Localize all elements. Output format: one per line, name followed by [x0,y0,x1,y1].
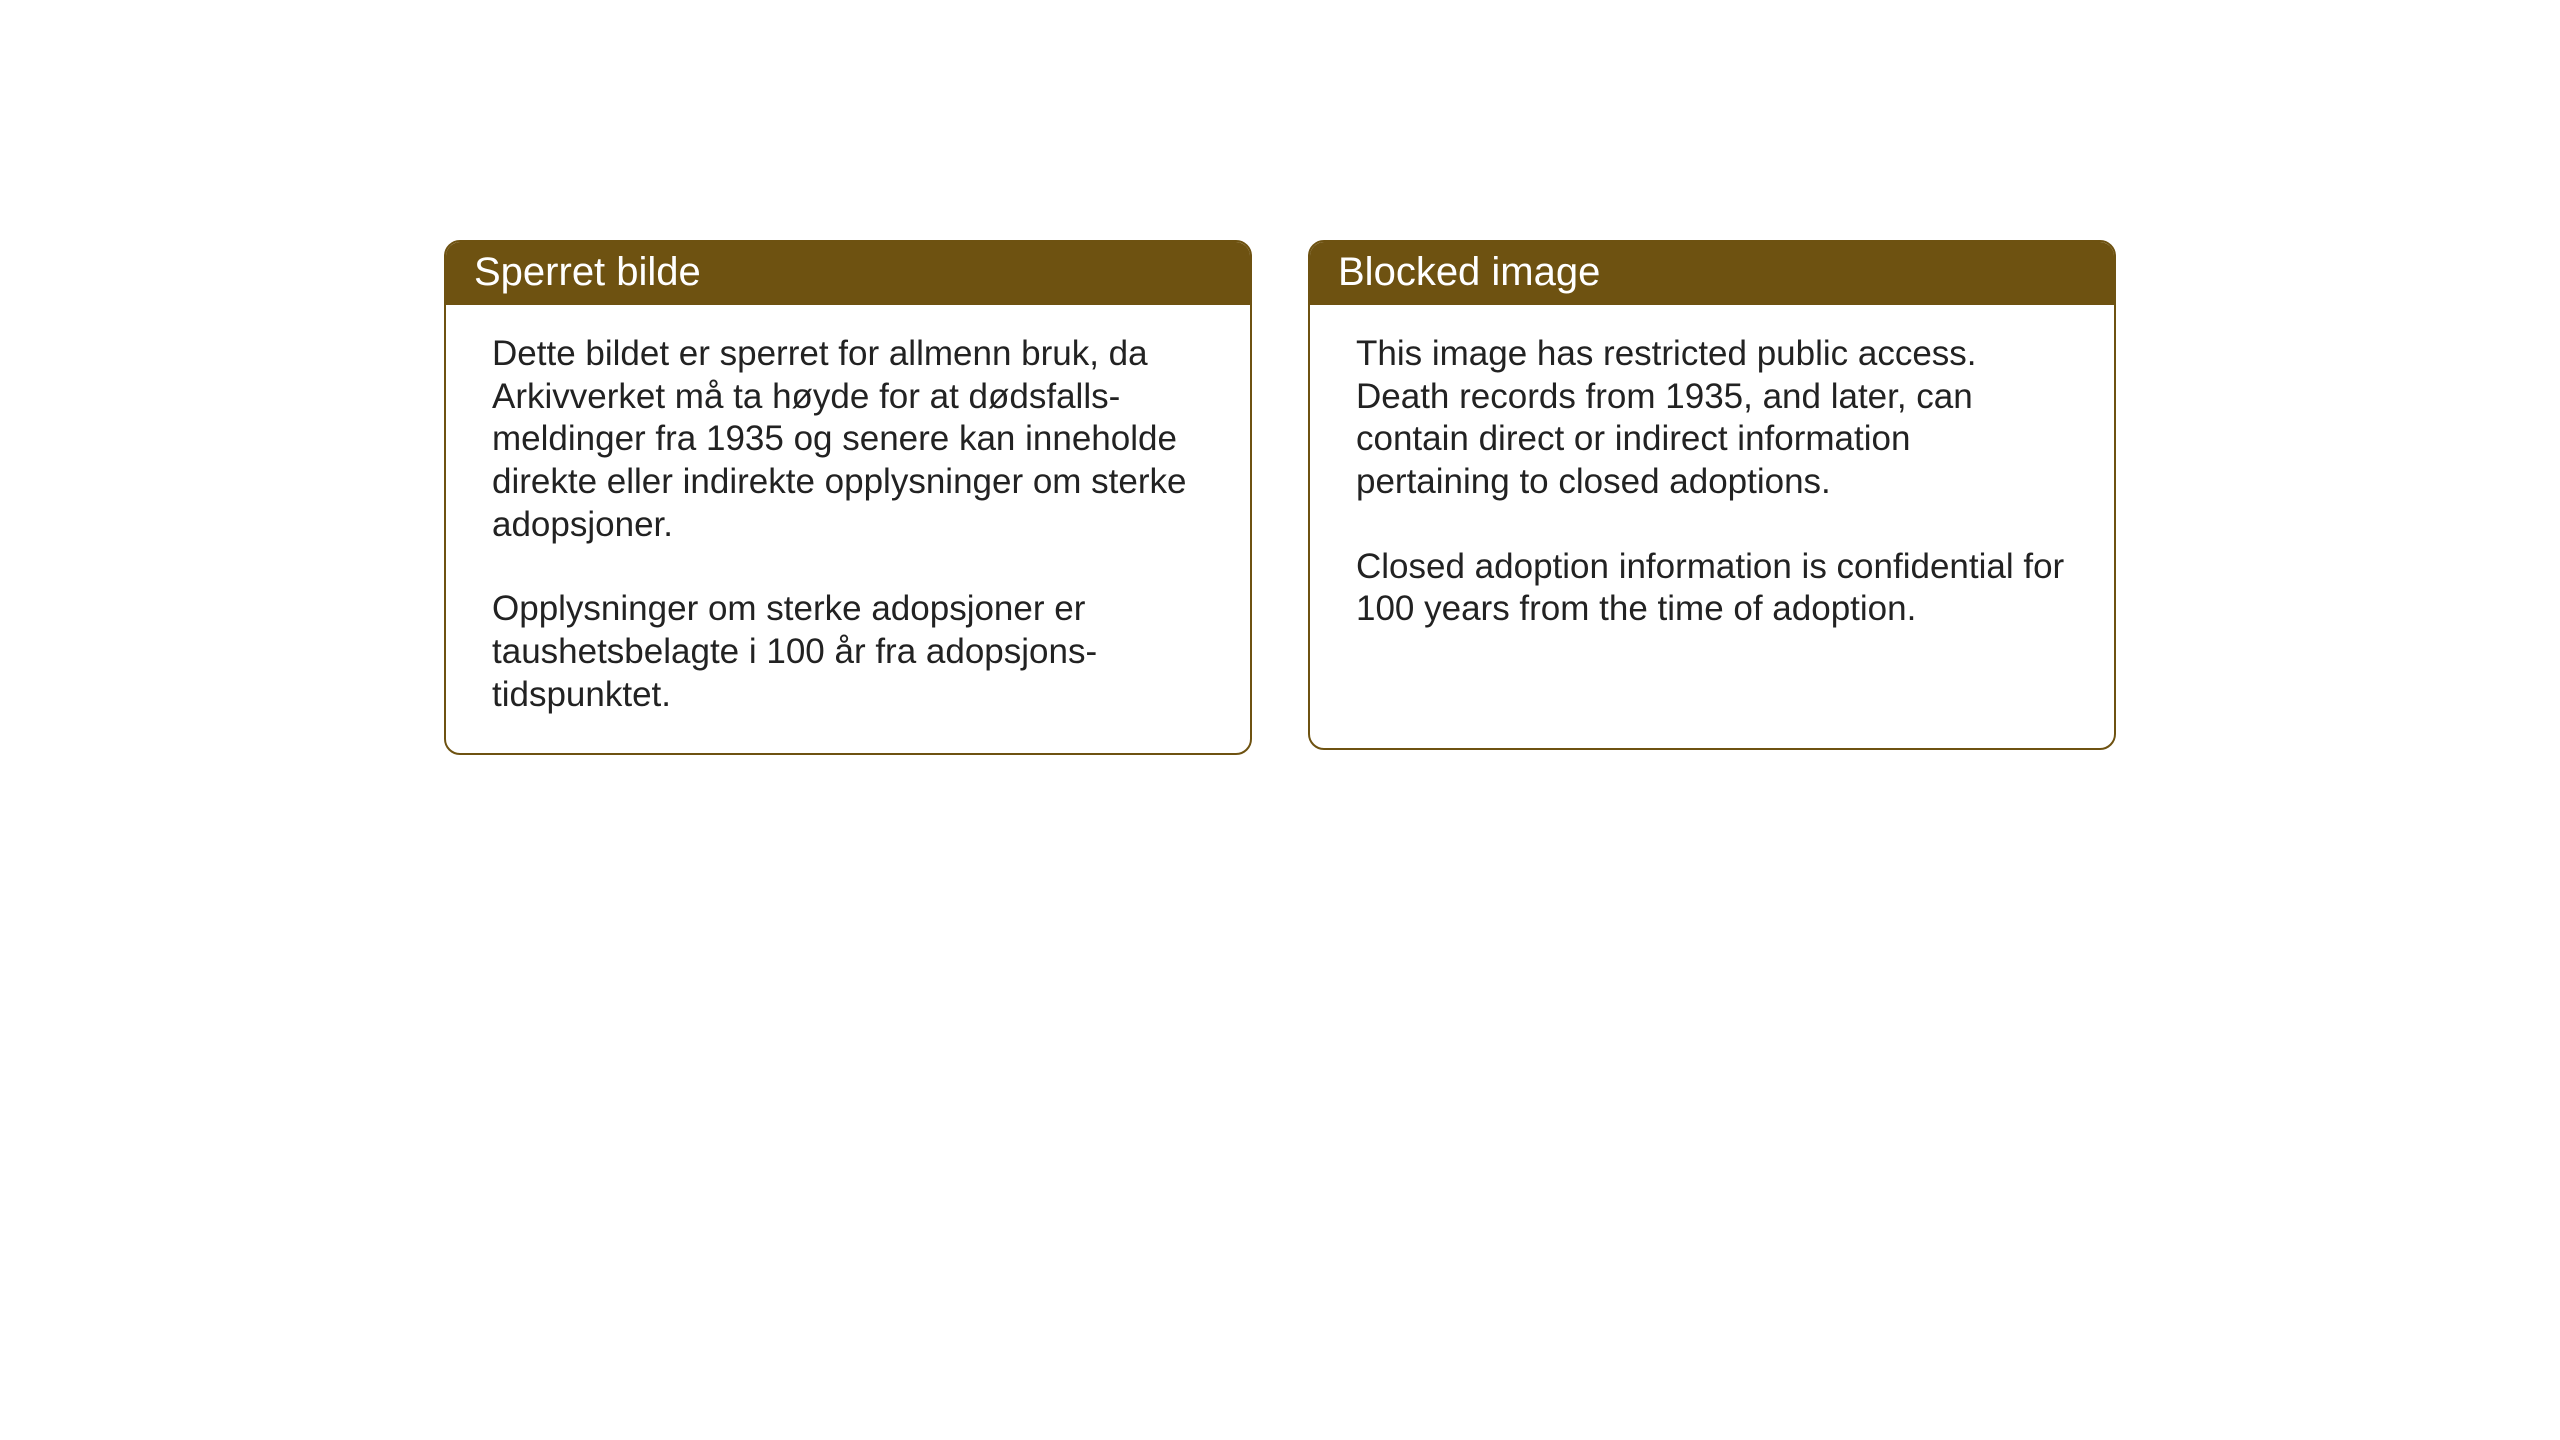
card-title-english: Blocked image [1338,250,1600,294]
cards-container: Sperret bilde Dette bildet er sperret fo… [444,240,2116,755]
card-body-english: This image has restricted public access.… [1310,305,2114,667]
card-paragraph-1-english: This image has restricted public access.… [1356,333,2068,504]
card-paragraph-1-norwegian: Dette bildet er sperret for allmenn bruk… [492,333,1204,546]
card-header-english: Blocked image [1310,242,2114,305]
card-title-norwegian: Sperret bilde [474,250,701,294]
card-body-norwegian: Dette bildet er sperret for allmenn bruk… [446,305,1250,753]
blocked-image-card-norwegian: Sperret bilde Dette bildet er sperret fo… [444,240,1252,755]
blocked-image-card-english: Blocked image This image has restricted … [1308,240,2116,750]
card-paragraph-2-english: Closed adoption information is confident… [1356,546,2068,631]
card-paragraph-2-norwegian: Opplysninger om sterke adopsjoner er tau… [492,588,1204,716]
card-header-norwegian: Sperret bilde [446,242,1250,305]
